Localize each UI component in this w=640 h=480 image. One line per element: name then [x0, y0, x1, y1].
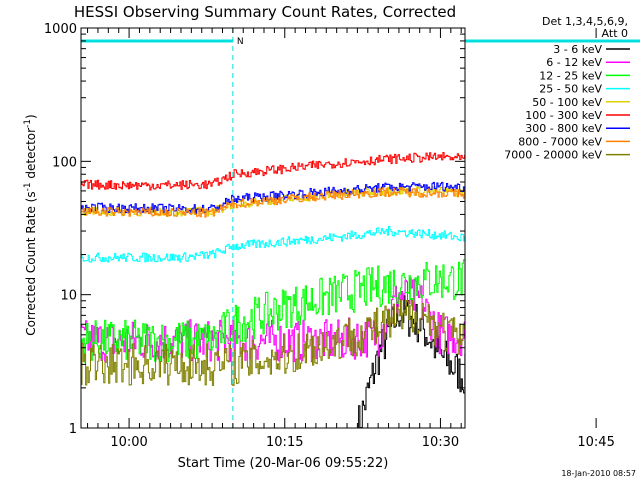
plot-frame: [80, 27, 466, 429]
x-tick-label: 10:00: [110, 435, 147, 450]
plot-area: N: [81, 28, 640, 428]
y-axis-label-part2: detector: [24, 128, 38, 183]
legend-label: 12 - 25 keV: [539, 69, 602, 82]
series-line: [81, 299, 465, 386]
y-tick-label: 1000: [44, 22, 77, 37]
legend-label: 800 - 7000 keV: [518, 135, 602, 148]
legend-label: 3 - 6 keV: [553, 43, 602, 56]
legend-label: 7000 - 20000 keV: [504, 149, 602, 162]
y-axis-label-exp1: -1: [23, 182, 33, 191]
legend-label: 25 - 50 keV: [539, 83, 602, 96]
axes: 110100100010:0010:1510:3010:4511:0011:15…: [44, 22, 615, 450]
x-tick-label: 10:30: [422, 435, 459, 450]
series-line: [81, 186, 465, 217]
series-line: [81, 259, 465, 363]
series-line: [81, 225, 465, 263]
legend-label: 300 - 800 keV: [525, 122, 602, 135]
legend-header: Det 1,3,4,5,6,9,: [542, 15, 628, 28]
x-axis-label: Start Time (20-Mar-06 09:55:22): [178, 456, 389, 471]
chart-title: HESSI Observing Summary Count Rates, Cor…: [74, 3, 456, 21]
legend-header: Att 0: [602, 27, 628, 40]
legend-label: 100 - 300 keV: [525, 109, 602, 122]
series-line: [357, 295, 465, 428]
series-line: [81, 181, 465, 214]
series-line: [81, 152, 465, 191]
legend-label: 50 - 100 keV: [532, 96, 602, 109]
y-axis-label-exp2: -1: [23, 119, 33, 128]
series-line: [81, 187, 465, 218]
y-axis-label: Corrected Count Rate (s-1 detector-1): [23, 114, 38, 335]
y-tick-label: 10: [60, 289, 77, 304]
x-tick-label: 10:45: [577, 435, 614, 450]
x-tick-label: 10:15: [266, 435, 303, 450]
timestamp: 18-Jan-2010 08:57: [561, 469, 636, 478]
y-tick-label: 1: [69, 422, 77, 437]
y-tick-label: 100: [52, 155, 77, 170]
flag-label: N: [237, 37, 244, 47]
y-axis-label-part3: ): [24, 114, 38, 119]
legend-label: 6 - 12 keV: [546, 56, 602, 69]
y-axis-label-part1: Corrected Count Rate (s: [24, 191, 38, 335]
